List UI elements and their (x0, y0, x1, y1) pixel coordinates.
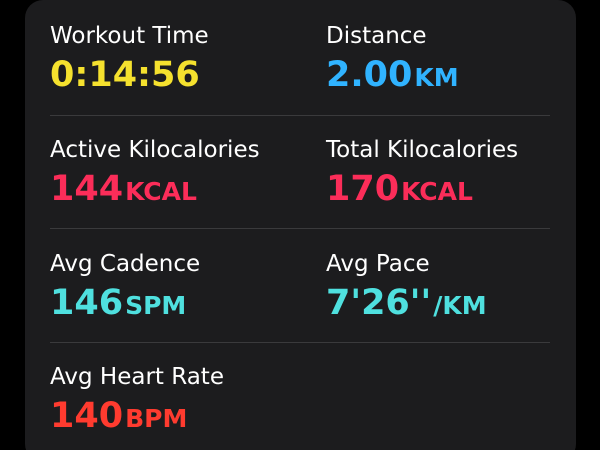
avg-heart-rate-unit: BPM (125, 404, 188, 433)
avg-pace-unit: /KM (433, 291, 487, 320)
active-kilocalories-metric: Active Kilocalories 144KCAL (50, 136, 310, 213)
total-kilocalories-value: 170KCAL (326, 168, 586, 213)
avg-pace-label: Avg Pace (326, 251, 430, 277)
workout-time-number: 0:14:56 (50, 55, 200, 95)
total-kilocalories-number: 170 (326, 169, 400, 209)
avg-heart-rate-value: 140BPM (50, 395, 310, 440)
avg-heart-rate-label: Avg Heart Rate (50, 364, 224, 390)
distance-unit: KM (414, 63, 459, 92)
total-kilocalories-unit: KCAL (401, 177, 473, 206)
avg-pace-metric: Avg Pace 7'26''/KM (326, 250, 586, 327)
total-kilocalories-label: Total Kilocalories (326, 137, 519, 163)
workout-time-metric: Workout Time 0:14:56 (50, 22, 310, 96)
row-divider (50, 228, 550, 229)
avg-cadence-value: 146SPM (50, 282, 310, 327)
row-divider (50, 342, 550, 343)
distance-label: Distance (326, 23, 427, 49)
workout-time-value: 0:14:56 (50, 54, 310, 96)
active-kilocalories-unit: KCAL (125, 177, 197, 206)
total-kilocalories-metric: Total Kilocalories 170KCAL (326, 136, 586, 213)
avg-cadence-number: 146 (50, 283, 124, 323)
active-kilocalories-value: 144KCAL (50, 168, 310, 213)
distance-value: 2.00KM (326, 54, 586, 99)
avg-heart-rate-number: 140 (50, 396, 124, 436)
avg-cadence-metric: Avg Cadence 146SPM (50, 250, 310, 327)
distance-metric: Distance 2.00KM (326, 22, 586, 99)
avg-pace-number: 7'26'' (326, 283, 432, 323)
avg-cadence-label: Avg Cadence (50, 251, 201, 277)
avg-cadence-unit: SPM (125, 291, 187, 320)
active-kilocalories-number: 144 (50, 169, 124, 209)
distance-number: 2.00 (326, 55, 413, 95)
row-divider (50, 115, 550, 116)
active-kilocalories-label: Active Kilocalories (50, 137, 260, 163)
workout-time-label: Workout Time (50, 23, 209, 49)
avg-pace-value: 7'26''/KM (326, 282, 586, 327)
avg-heart-rate-metric: Avg Heart Rate 140BPM (50, 363, 310, 440)
workout-summary-card (25, 0, 576, 450)
